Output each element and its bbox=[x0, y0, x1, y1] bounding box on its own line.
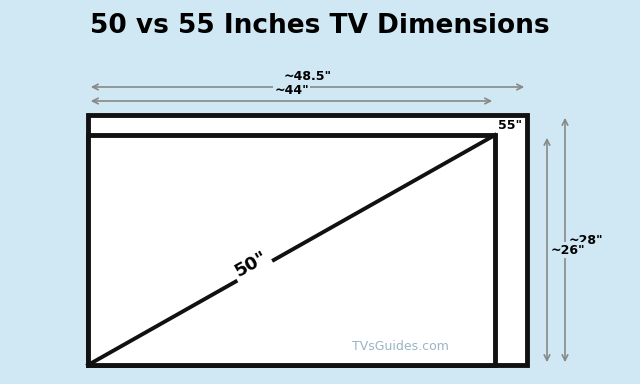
Text: 50 vs 55 Inches TV Dimensions: 50 vs 55 Inches TV Dimensions bbox=[90, 13, 550, 39]
Bar bbox=[88, 135, 495, 365]
Text: ~48.5": ~48.5" bbox=[284, 70, 332, 83]
Text: 50": 50" bbox=[231, 247, 270, 280]
Text: ~26": ~26" bbox=[551, 243, 586, 257]
Text: ~44": ~44" bbox=[274, 84, 309, 97]
Text: TVsGuides.com: TVsGuides.com bbox=[351, 339, 449, 353]
Text: 55": 55" bbox=[498, 119, 522, 132]
Text: ~28": ~28" bbox=[569, 233, 604, 247]
Bar bbox=[88, 115, 527, 365]
